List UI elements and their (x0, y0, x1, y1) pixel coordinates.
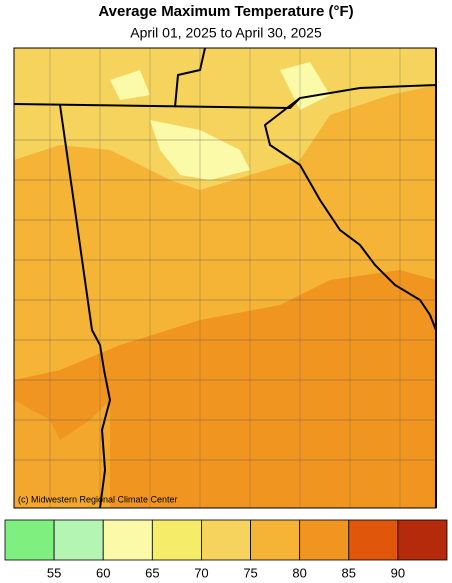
legend-swatch (348, 519, 399, 561)
legend-swatch (102, 519, 153, 561)
zone-65-70 (110, 62, 330, 110)
legend-swatch (250, 519, 301, 561)
legend-swatch (53, 519, 104, 561)
zone-75-80 (14, 400, 110, 508)
county-lines (14, 48, 436, 508)
legend-tick-label: 70 (194, 565, 208, 580)
map-subtitle: April 01, 2025 to April 30, 2025 (130, 25, 322, 41)
legend: 55 60 65 70 75 80 85 90 (4, 519, 448, 580)
legend-tick-label: 85 (342, 565, 356, 580)
legend-swatch (151, 519, 202, 561)
legend-swatch (397, 519, 448, 561)
credit: (c) Midwestern Regional Climate Center (18, 494, 178, 504)
legend-tick-label: 60 (96, 565, 110, 580)
legend-tick-label: 75 (243, 565, 257, 580)
legend-swatch (4, 519, 55, 561)
map-frame (13, 47, 437, 509)
legend-tick-label: 80 (292, 565, 306, 580)
map-title: Average Maximum Temperature (°F) (98, 3, 353, 20)
legend-swatch (201, 519, 251, 561)
legend-swatch (299, 519, 350, 561)
legend-tick-label: 55 (47, 565, 61, 580)
legend-tick-label: 65 (145, 565, 159, 580)
map: (c) Midwestern Regional Climate Center (13, 47, 437, 509)
zone-80-85 (14, 270, 436, 508)
legend-tick-label: 90 (391, 565, 405, 580)
